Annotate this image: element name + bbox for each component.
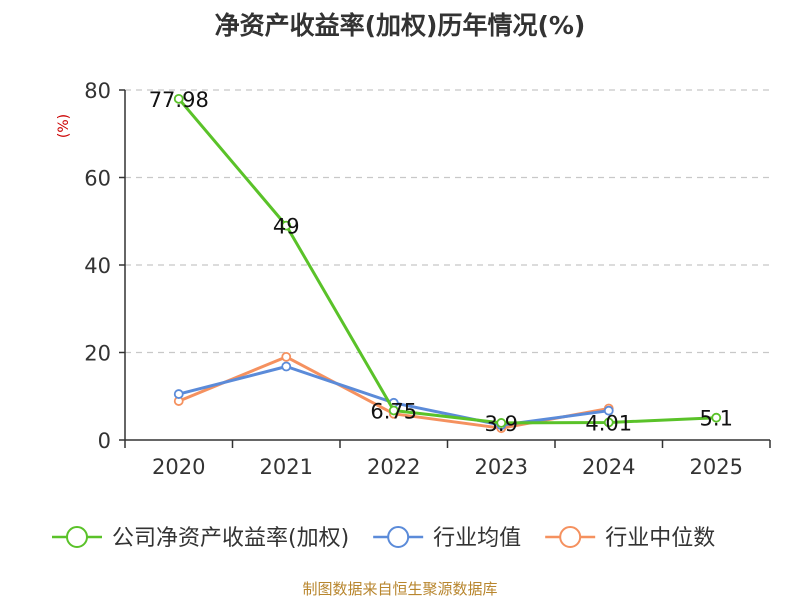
legend-label-2: 行业中位数	[605, 526, 715, 551]
x-tick-label-2023: 2023	[475, 455, 528, 479]
grid-lines	[125, 89, 770, 354]
legend-marker-2	[559, 526, 582, 548]
data-label-2023: 3.9	[485, 412, 518, 436]
data-labels: 77.98 49 6.75 3.9 4.01 5.1	[149, 88, 733, 436]
x-tick-label-2024: 2024	[582, 455, 635, 479]
legend-marker-0	[66, 526, 88, 548]
data-label-2022: 6.75	[370, 399, 417, 423]
x-tick-label-2025: 2025	[690, 455, 743, 479]
series-0-point-2021	[281, 220, 292, 231]
y-tick-label-60: 60	[84, 167, 111, 191]
data-label-2024: 4.01	[585, 411, 632, 435]
legend-label-0: 公司净资产收益率(加权)	[112, 526, 349, 551]
data-label-2020: 77.98	[149, 88, 209, 112]
series-line-0	[177, 97, 717, 425]
legend-item-1[interactable]: 行业均值	[373, 526, 521, 551]
y-tick-label-80: 80	[84, 79, 111, 103]
series-0-point-2022	[388, 405, 399, 416]
series-1-point-2020	[173, 389, 184, 399]
y-axis-unit-label: (%)	[56, 114, 72, 138]
chart-title: 净资产收益率(加权)历年情况(%)	[215, 11, 586, 40]
series-2-point-2021	[281, 351, 292, 362]
axes: 0 20 40 60 80 2020 2021 2022 2023 2024 2025	[84, 79, 771, 479]
legend-label-1: 行业均值	[433, 526, 521, 551]
series-0-point-2024	[603, 417, 614, 428]
y-tick-label-0: 0	[98, 429, 111, 453]
data-label-2025: 5.1	[700, 407, 733, 431]
x-tick-label-2020: 2020	[152, 455, 205, 479]
legend-item-0[interactable]: 公司净资产收益率(加权)	[52, 526, 349, 551]
data-label-2021: 49	[273, 215, 300, 239]
legend-marker-1	[387, 526, 410, 548]
series-0-point-2025	[711, 412, 722, 423]
series-lines	[173, 93, 722, 434]
series-0-point-2023	[496, 418, 507, 428]
series-0-point-2020	[173, 93, 184, 104]
legend-item-2[interactable]: 行业中位数	[545, 526, 715, 551]
x-tick-label-2021: 2021	[260, 455, 313, 479]
y-tick-label-40: 40	[84, 254, 111, 278]
source-note: 制图数据来自恒生聚源数据库	[302, 580, 497, 598]
series-1-point-2021	[281, 361, 292, 372]
series-1-point-2024	[603, 405, 614, 416]
legend[interactable]: 公司净资产收益率(加权) 行业均值 行业中位数	[52, 526, 715, 551]
y-tick-label-20: 20	[84, 342, 111, 366]
x-tick-label-2022: 2022	[367, 455, 420, 479]
